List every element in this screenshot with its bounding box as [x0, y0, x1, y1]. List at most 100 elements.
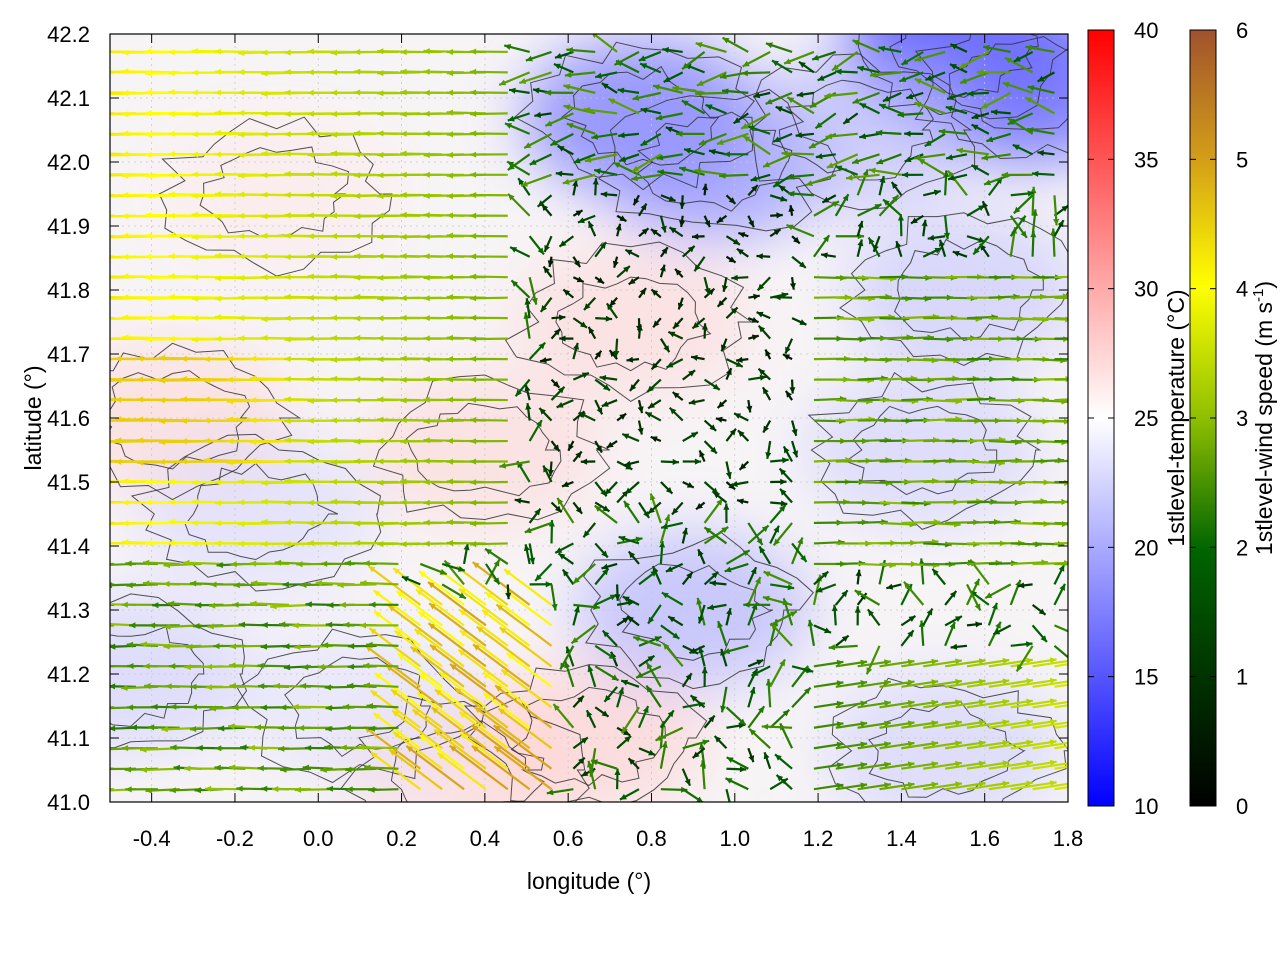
wind-vector-head	[145, 192, 152, 199]
wind-vector-head	[373, 590, 381, 597]
contour-line	[889, 34, 1039, 99]
wind-vector-head	[938, 128, 946, 135]
wind-vector-head	[637, 406, 644, 414]
plot-area	[79, 33, 1081, 803]
wind-vector-head	[339, 601, 346, 608]
wind-vector-head	[978, 699, 986, 706]
wind-vector-head	[168, 130, 175, 137]
wind-vector	[294, 788, 333, 792]
wind-vector-head	[701, 666, 708, 674]
wind-vector-head	[857, 239, 864, 247]
wind-vector-head	[1074, 698, 1081, 704]
wind-vector-head	[860, 721, 868, 727]
temperature-region	[510, 242, 751, 402]
wind-vector-head	[931, 761, 939, 768]
temperature-colorbar-label: 1stlevel-temperature (°C)	[1163, 289, 1189, 546]
wind-vector	[416, 691, 465, 729]
wind-vector-head	[842, 194, 849, 202]
wind-vector-head	[232, 601, 239, 608]
wind-vector-head	[203, 417, 210, 424]
wind-vector-head	[446, 416, 453, 423]
wind-vector-head	[869, 167, 876, 174]
wind-vector-head	[619, 413, 627, 420]
wind-vector-head	[423, 130, 430, 137]
wind-vector-head	[96, 601, 102, 607]
wind-vector-head	[978, 760, 986, 767]
wind-vector-head	[793, 236, 800, 244]
wind-vector	[110, 112, 115, 115]
wind-vector-head	[195, 602, 202, 609]
wind-vector-head	[588, 770, 595, 777]
wind-vector-head	[377, 274, 384, 281]
wind-vector-head	[83, 642, 89, 648]
wind-vector-head	[773, 525, 779, 533]
wind-vector-head	[400, 295, 407, 302]
wind-vector-head	[446, 274, 453, 281]
contour-line	[839, 212, 1068, 366]
wind-vector-head	[214, 171, 222, 178]
wind-vector-head	[711, 487, 719, 495]
wind-vector-head	[901, 171, 909, 178]
wind-vector-head	[601, 710, 609, 717]
wind-vector-head	[136, 437, 144, 444]
wind-vector-head	[685, 673, 692, 681]
wind-vector-head	[1007, 118, 1015, 125]
wind-vector-head	[672, 392, 680, 399]
wind-vector-head	[79, 561, 85, 567]
wind-vector-head	[1049, 780, 1057, 787]
wind-vector-head	[423, 418, 430, 425]
wind-vector-head	[284, 212, 291, 219]
wind-vector-head	[739, 766, 747, 773]
wind-vector-head	[205, 684, 212, 691]
wind-vector	[469, 70, 508, 74]
wind-vector-head	[580, 458, 588, 465]
wind-vector-head	[891, 182, 898, 189]
wind-vector	[988, 740, 1034, 750]
wind-vector-head	[330, 478, 337, 485]
wind-vector-head	[656, 154, 664, 161]
wind-vector-head	[783, 446, 790, 454]
contour-line	[510, 686, 667, 787]
wind-vector-head	[236, 785, 243, 792]
wind-vector-head	[869, 71, 877, 78]
wind-vector-head	[540, 357, 547, 364]
wind-vector-head	[938, 239, 945, 247]
wind-vector-head	[884, 741, 891, 748]
wind-vector-head	[799, 261, 806, 268]
wind-vector-head	[353, 397, 361, 404]
wind-vector	[835, 296, 875, 301]
wind-vector-head	[955, 719, 962, 726]
wind-vector-head	[122, 68, 129, 75]
wind-vector-head	[931, 781, 939, 788]
wind-vector-head	[458, 592, 466, 599]
wind-vector-head	[482, 610, 489, 617]
wind-vector-head	[469, 520, 477, 527]
wind-vector-head	[884, 720, 891, 727]
wind-vector-head	[748, 220, 754, 228]
wind-vector-head	[147, 724, 155, 731]
wind-vector-head	[214, 68, 222, 75]
wind-vector-head	[629, 384, 637, 391]
wind-vector-head	[121, 745, 129, 752]
wind-vector-head	[955, 740, 962, 747]
wind-vector-head	[548, 520, 555, 527]
wind-vector-head	[495, 685, 502, 692]
wind-vector-head	[978, 740, 986, 747]
wind-vector-head	[943, 232, 950, 240]
wind-vector-head	[609, 594, 617, 601]
wind-vector-head	[555, 170, 563, 177]
wind-vector-head	[121, 684, 128, 691]
wind-vector	[438, 671, 487, 709]
wind-vector-head	[358, 744, 365, 751]
wind-vector-head	[469, 355, 477, 362]
wind-vector	[1010, 781, 1057, 791]
wind-vector-head	[168, 151, 175, 158]
wind-vector-head	[907, 679, 915, 686]
wind-vector-head	[353, 110, 361, 117]
wind-vector-head	[971, 124, 979, 131]
wind-vector	[390, 688, 443, 729]
wind-vector-head	[789, 611, 797, 617]
wind-vector-head	[553, 63, 561, 70]
wind-vector-head	[505, 592, 512, 600]
wind-vector	[1010, 740, 1057, 750]
